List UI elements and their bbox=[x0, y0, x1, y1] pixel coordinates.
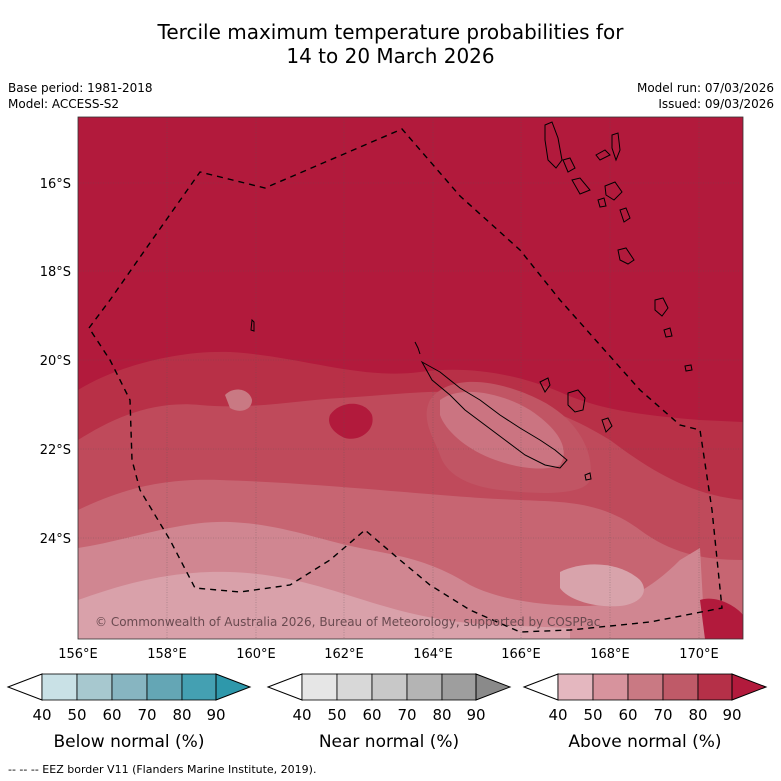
legend-swatch bbox=[662, 673, 699, 701]
legend-tick: 90 bbox=[722, 706, 741, 724]
eez-footnote: -- -- -- EEZ border V11 (Flanders Marine… bbox=[8, 763, 317, 776]
legend-tick: 80 bbox=[432, 706, 451, 724]
legend-tick: 60 bbox=[102, 706, 121, 724]
longitude-labels: 156°E 158°E 160°E 162°E 164°E 166°E 168°… bbox=[58, 647, 719, 662]
model-run: Model run: 07/03/2026 bbox=[636, 81, 774, 95]
legend-swatch bbox=[6, 673, 43, 701]
legend-swatch bbox=[557, 673, 594, 701]
legend-swatch bbox=[146, 673, 183, 701]
lon-label: 168°E bbox=[590, 647, 630, 662]
lon-label: 166°E bbox=[501, 647, 541, 662]
lon-label: 164°E bbox=[413, 647, 453, 662]
lat-label: 16°S bbox=[40, 177, 71, 192]
legend-tick: 50 bbox=[67, 706, 86, 724]
legend-swatch bbox=[475, 673, 512, 701]
eez-border bbox=[88, 128, 723, 633]
lat-label: 24°S bbox=[40, 532, 71, 547]
legend-title: Below normal (%) bbox=[54, 732, 205, 752]
lon-label: 170°E bbox=[679, 647, 719, 662]
legend-swatch bbox=[301, 673, 338, 701]
legend-swatch bbox=[522, 673, 559, 701]
meta-left: Base period: 1981-2018 Model: ACCESS-S2 bbox=[8, 80, 153, 112]
legend-tick: 40 bbox=[548, 706, 567, 724]
model-name: Model: ACCESS-S2 bbox=[8, 97, 120, 111]
map-frame bbox=[77, 116, 744, 640]
legend-tick: 60 bbox=[618, 706, 637, 724]
lat-label: 22°S bbox=[40, 443, 71, 458]
title-line-1: Tercile maximum temperature probabilitie… bbox=[157, 20, 624, 44]
copyright-notice: © Commonwealth of Australia 2026, Bureau… bbox=[95, 615, 600, 629]
legend-title: Near normal (%) bbox=[319, 732, 459, 752]
legend-tick: 80 bbox=[688, 706, 707, 724]
legend-tick: 70 bbox=[653, 706, 672, 724]
legend-swatch bbox=[111, 673, 148, 701]
issued-date: Issued: 09/03/2026 bbox=[658, 97, 774, 111]
lon-label: 162°E bbox=[324, 647, 364, 662]
map-title: Tercile maximum temperature probabilitie… bbox=[0, 20, 781, 68]
legend-tick: 50 bbox=[327, 706, 346, 724]
lon-label: 156°E bbox=[58, 647, 98, 662]
legend-tick: 40 bbox=[292, 706, 311, 724]
legend-swatch bbox=[592, 673, 629, 701]
legend-swatch bbox=[215, 673, 252, 701]
latitude-labels: 16°S 18°S 20°S 22°S 24°S bbox=[40, 177, 71, 547]
legend-tick: 90 bbox=[466, 706, 485, 724]
legend-swatch bbox=[731, 673, 768, 701]
title-line-2: 14 to 20 March 2026 bbox=[286, 44, 495, 68]
legend-swatch bbox=[441, 673, 477, 701]
lat-label: 20°S bbox=[40, 354, 71, 369]
legend-tick: 70 bbox=[137, 706, 156, 724]
lon-label: 160°E bbox=[236, 647, 276, 662]
lon-label: 158°E bbox=[147, 647, 187, 662]
legend-tick: 60 bbox=[362, 706, 381, 724]
legend-tick: 80 bbox=[172, 706, 191, 724]
map-figure: 16°S 18°S 20°S 22°S 24°S 156°E 158°E 160… bbox=[6, 116, 768, 752]
legend-swatch bbox=[627, 673, 664, 701]
legend-swatch bbox=[336, 673, 373, 701]
legend-swatch bbox=[406, 673, 443, 701]
lat-label: 18°S bbox=[40, 265, 71, 280]
legend-tick: 70 bbox=[397, 706, 416, 724]
legend-swatch bbox=[76, 673, 113, 701]
legend-above-normal: 40 50 60 70 80 90 Above normal (%) bbox=[522, 673, 768, 752]
legend-tick: 50 bbox=[583, 706, 602, 724]
probability-field bbox=[78, 117, 743, 639]
legend-title: Above normal (%) bbox=[568, 732, 721, 752]
legend-below-normal: 40 50 60 70 80 90 Below normal (%) bbox=[6, 673, 252, 752]
legend-tick: 90 bbox=[206, 706, 225, 724]
legend-swatch bbox=[181, 673, 217, 701]
legend-swatch bbox=[41, 673, 78, 701]
legend-swatch bbox=[697, 673, 733, 701]
meta-right: Model run: 07/03/2026 Issued: 09/03/2026 bbox=[637, 80, 774, 112]
base-period: Base period: 1981-2018 bbox=[8, 81, 153, 95]
legend-swatch bbox=[371, 673, 408, 701]
legend-near-normal: 40 50 60 70 80 90 Near normal (%) bbox=[266, 673, 512, 752]
coastlines bbox=[250, 121, 693, 481]
legend-tick: 40 bbox=[32, 706, 51, 724]
legend-swatch bbox=[266, 673, 303, 701]
map-gridlines bbox=[78, 117, 743, 639]
